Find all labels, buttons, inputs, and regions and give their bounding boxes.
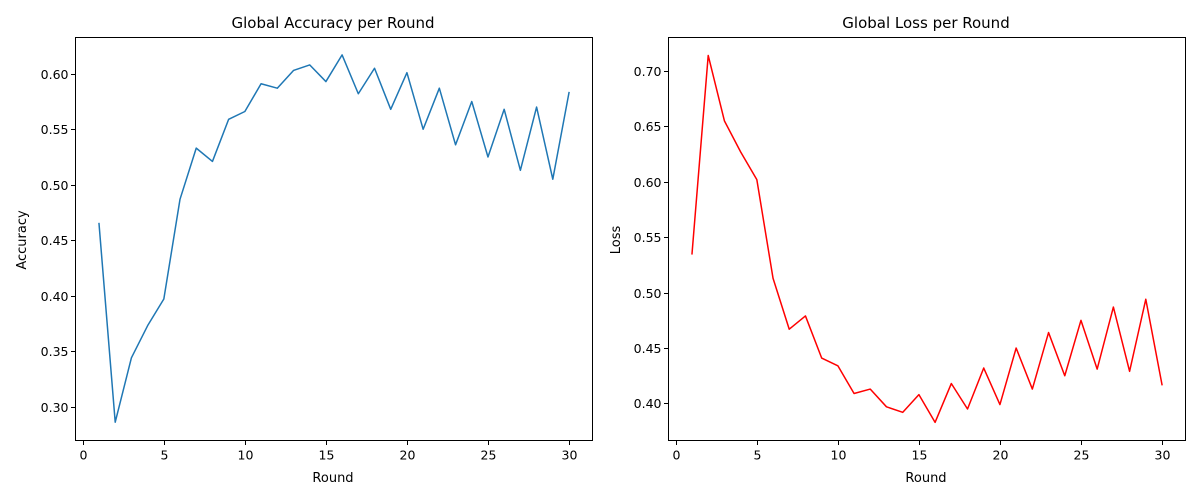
plot-area: [691, 54, 1163, 424]
y-tick-label: 0.50: [41, 178, 69, 193]
x-tick-label: 5: [161, 448, 169, 463]
y-tick-label: 0.40: [41, 289, 69, 304]
axis-ticks: 0 5 10 15 20 25 30 0.30 0.35 0.40 0.45 0.50 0.55 0.60: [41, 67, 578, 463]
chart-title: Global Loss per Round: [842, 14, 1009, 32]
y-axis-label: Loss: [609, 226, 624, 255]
x-tick-label: 5: [754, 448, 762, 463]
y-tick-label: 0.60: [634, 175, 662, 190]
x-tick-label: 25: [1074, 448, 1090, 463]
y-tick-label: 0.45: [634, 341, 662, 356]
plot-area: [98, 54, 570, 423]
y-tick-label: 0.40: [634, 396, 662, 411]
chart-title: Global Accuracy per Round: [231, 14, 434, 32]
series-line: [98, 54, 570, 423]
y-tick-label: 0.70: [634, 64, 662, 79]
x-tick-label: 10: [831, 448, 847, 463]
x-tick-label: 10: [238, 448, 254, 463]
x-tick-label: 0: [673, 448, 681, 463]
x-tick-label: 30: [1155, 448, 1171, 463]
y-tick-label: 0.55: [41, 122, 69, 137]
loss-chart: Global Loss per Round Round Loss 0 5 10 15 2…: [609, 14, 1186, 486]
y-tick-label: 0.65: [634, 119, 662, 134]
x-tick-label: 0: [80, 448, 88, 463]
x-tick-label: 20: [993, 448, 1009, 463]
y-tick-label: 0.55: [634, 230, 662, 245]
axis-ticks: 0 5 10 15 20 25 30 0.40 0.45 0.50 0.55 0.60 0.65 0.70: [634, 64, 1171, 463]
x-axis-label: Round: [905, 471, 946, 486]
x-tick-label: 25: [481, 448, 497, 463]
y-tick-label: 0.50: [634, 286, 662, 301]
x-tick-label: 15: [319, 448, 335, 463]
x-tick-label: 30: [562, 448, 578, 463]
y-tick-label: 0.60: [41, 67, 69, 82]
x-tick-label: 15: [912, 448, 928, 463]
y-axis-label: Accuracy: [15, 210, 30, 270]
series-line: [691, 54, 1163, 424]
y-tick-label: 0.30: [41, 400, 69, 415]
x-tick-label: 20: [400, 448, 416, 463]
accuracy-chart: Global Accuracy per Round Round Accuracy…: [15, 14, 593, 486]
x-axis-label: Round: [312, 471, 353, 486]
y-tick-label: 0.35: [41, 344, 69, 359]
axes-frame: [75, 37, 593, 441]
axes-frame: [668, 37, 1186, 441]
y-tick-label: 0.45: [41, 233, 69, 248]
